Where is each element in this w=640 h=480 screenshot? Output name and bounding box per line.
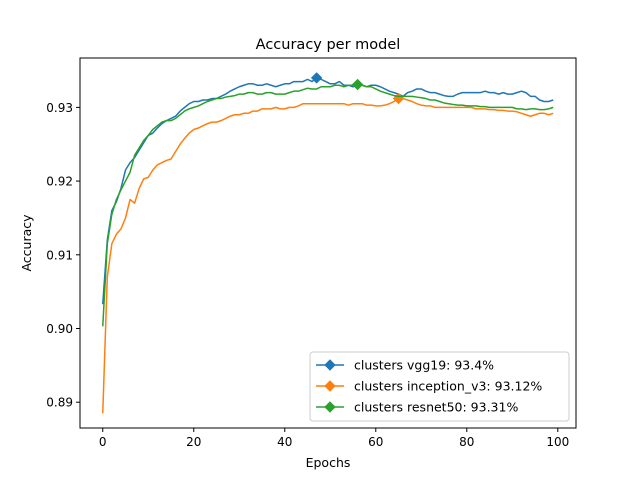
legend-label-2: clusters resnet50: 93.31% bbox=[354, 400, 518, 415]
x-tick-label: 60 bbox=[368, 435, 383, 449]
legend: clusters vgg19: 93.4% clusters inception_… bbox=[309, 351, 570, 422]
y-axis: 0.89 0.90 0.91 0.92 0.93 bbox=[46, 101, 80, 410]
series-best-marker-0 bbox=[310, 72, 323, 84]
legend-frame bbox=[309, 351, 570, 422]
legend-marker-0 bbox=[324, 359, 336, 371]
series-line-1 bbox=[102, 97, 554, 414]
y-tick-label: 0.89 bbox=[46, 396, 73, 410]
y-tick-label: 0.90 bbox=[46, 322, 73, 336]
y-tick-label: 0.93 bbox=[46, 101, 73, 115]
legend-marker-2 bbox=[324, 401, 336, 413]
legend-marker-1 bbox=[324, 380, 336, 392]
x-tick-label: 0 bbox=[99, 435, 107, 449]
x-tick-label: 100 bbox=[546, 435, 569, 449]
series-line-0 bbox=[102, 77, 554, 305]
y-tick-label: 0.92 bbox=[46, 175, 73, 189]
series-best-marker-2 bbox=[351, 78, 364, 91]
legend-label-1: clusters inception_v3: 93.12% bbox=[354, 379, 542, 394]
x-tick-label: 40 bbox=[277, 435, 292, 449]
legend-label-0: clusters vgg19: 93.4% bbox=[354, 358, 494, 373]
series-line-2 bbox=[102, 83, 554, 327]
legend-entries: clusters vgg19: 93.4% clusters inception_… bbox=[316, 358, 542, 415]
x-axis: 0 20 40 60 80 100 bbox=[99, 428, 569, 449]
x-tick-label: 80 bbox=[459, 435, 474, 449]
x-tick-label: 20 bbox=[186, 435, 201, 449]
chart-title: Accuracy per model bbox=[256, 37, 401, 53]
series-layer bbox=[102, 72, 554, 414]
y-axis-title: Accuracy bbox=[19, 214, 34, 272]
y-tick-label: 0.91 bbox=[46, 248, 73, 262]
plot-frame bbox=[79, 57, 577, 429]
x-axis-title: Epochs bbox=[306, 455, 351, 470]
